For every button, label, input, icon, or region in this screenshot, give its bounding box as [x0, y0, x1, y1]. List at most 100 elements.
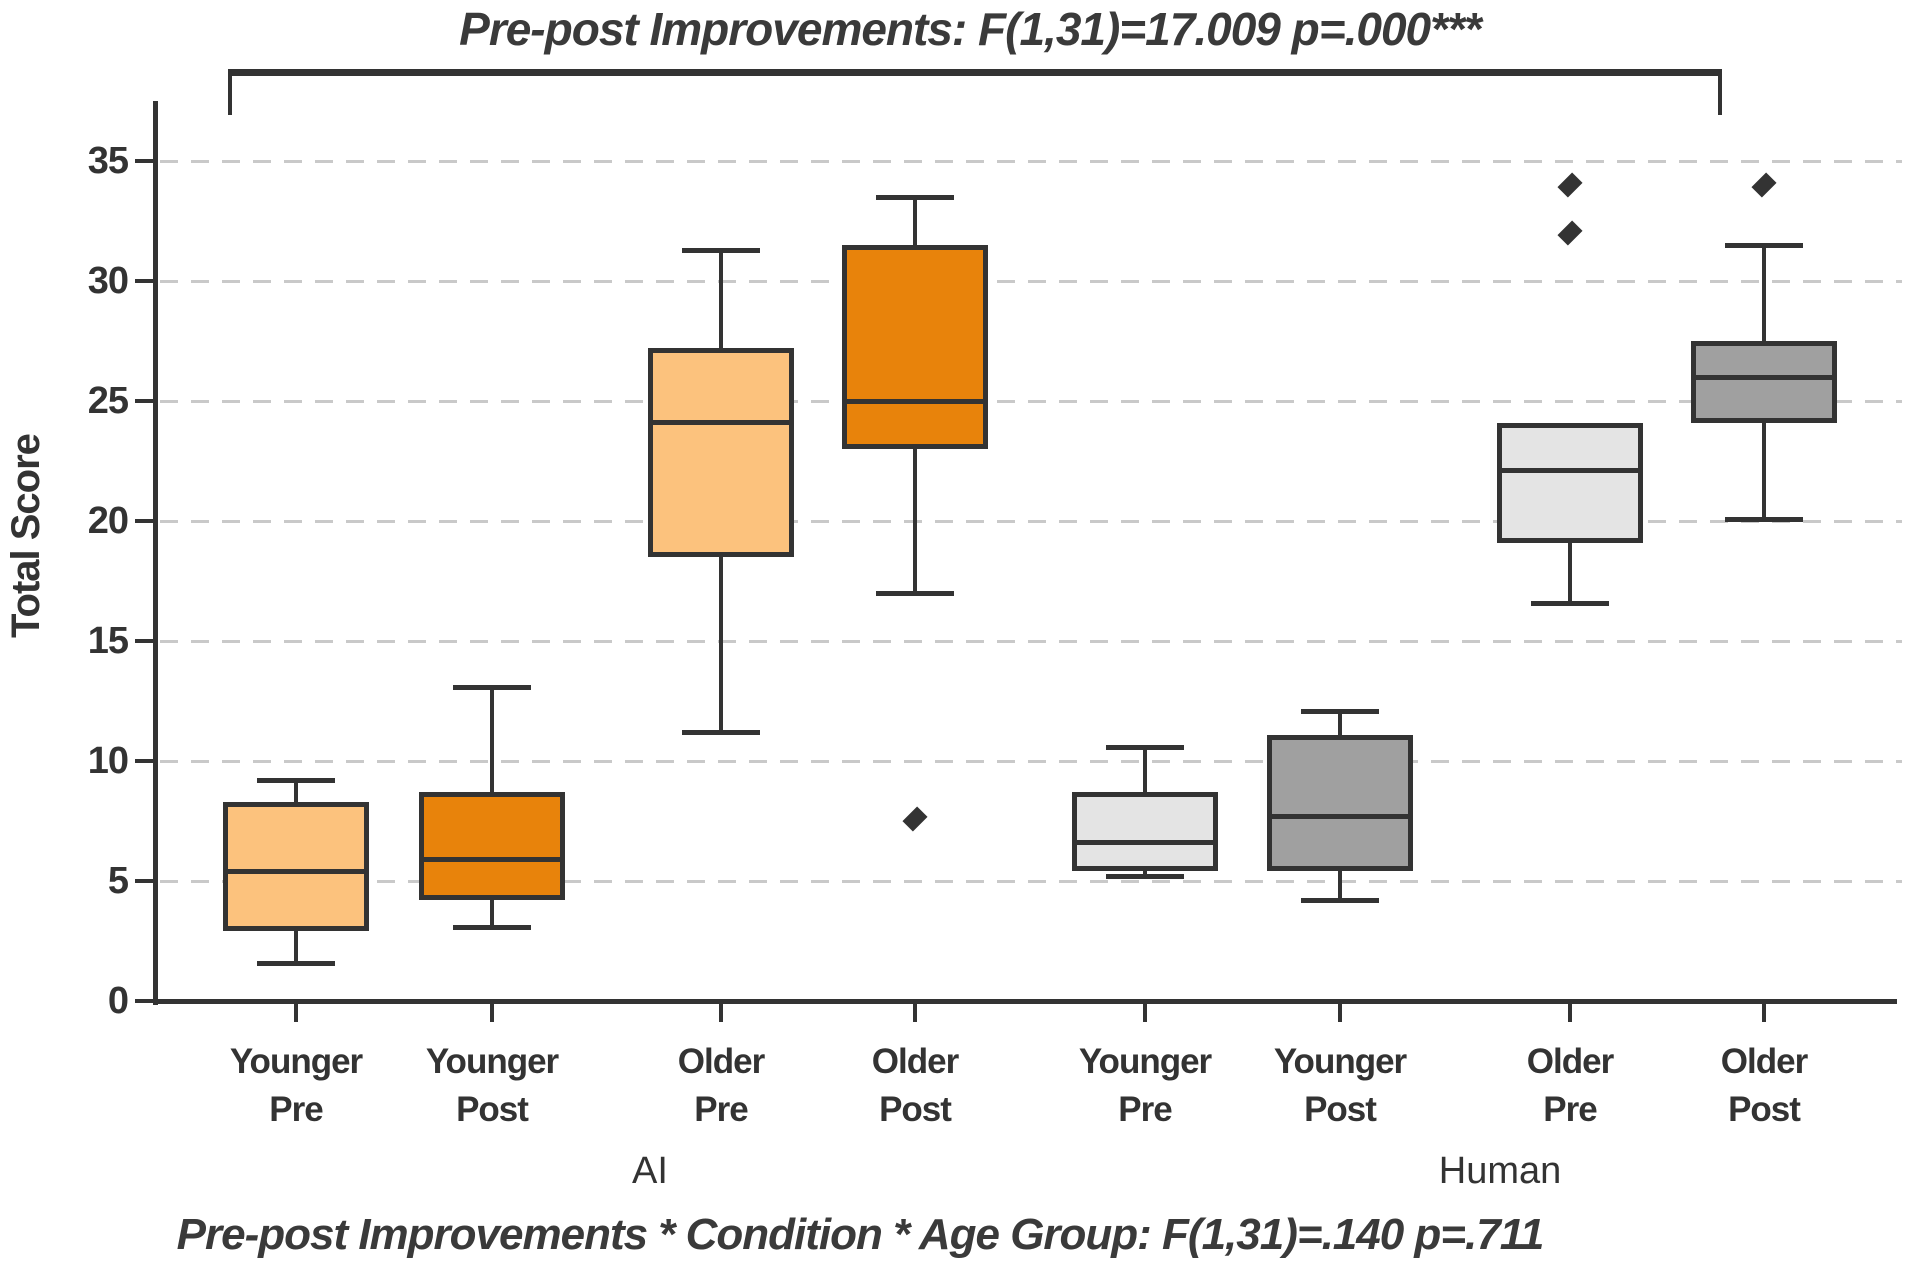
median-line [1497, 468, 1643, 474]
y-tick-label: 35 [87, 140, 129, 182]
lower-whisker-line [1762, 422, 1766, 519]
group-label-human: Human [1438, 1150, 1562, 1192]
y-tick-label: 15 [87, 620, 129, 662]
x-tick-label: Younger [1078, 1042, 1212, 1081]
lower-whisker-cap [1301, 898, 1379, 904]
y-tick [135, 159, 153, 163]
lower-whisker-line [719, 557, 723, 733]
box-ai-younger-post [419, 792, 565, 901]
median-line [1072, 840, 1218, 846]
box-human-younger-pre [1072, 792, 1218, 872]
lower-whisker-cap [257, 960, 335, 966]
lower-whisker-line [1338, 871, 1342, 901]
y-tick [135, 759, 153, 763]
x-tick-label: Older [677, 1042, 765, 1081]
box-ai-older-post [842, 245, 988, 449]
y-tick-label: 20 [87, 500, 129, 542]
box-ai-younger-pre [223, 801, 369, 932]
y-tick [135, 639, 153, 643]
group-label-ai: AI [632, 1150, 668, 1192]
significance-bracket-right-end [1718, 69, 1722, 115]
lower-whisker-cap [1106, 874, 1184, 880]
lower-whisker-line [490, 900, 494, 927]
y-tick [135, 279, 153, 283]
upper-whisker-line [1762, 245, 1766, 341]
x-axis-spine [153, 999, 1897, 1004]
x-tick [913, 1004, 917, 1022]
outlier-diamond [1557, 220, 1583, 246]
x-tick [1143, 1004, 1147, 1022]
upper-whisker-cap [1725, 243, 1803, 248]
x-tick [1762, 1004, 1766, 1022]
box-human-older-pre [1497, 422, 1643, 543]
y-tick-label: 0 [107, 980, 129, 1022]
x-tick-label: Post [1304, 1090, 1377, 1129]
median-line [1267, 813, 1413, 819]
median-line [419, 856, 565, 862]
upper-whisker-cap [1106, 744, 1184, 750]
upper-whisker-cap [257, 778, 335, 784]
x-tick-label: Pre [269, 1090, 323, 1129]
y-tick-label: 25 [87, 380, 129, 422]
outlier-diamond [1557, 172, 1583, 198]
x-tick [1568, 1004, 1572, 1022]
upper-whisker-line [294, 780, 298, 802]
upper-whisker-line [1143, 746, 1147, 793]
upper-whisker-line [1338, 710, 1342, 735]
x-tick [490, 1004, 494, 1022]
y-tick [135, 879, 153, 883]
h-gridline [160, 760, 1902, 763]
lower-whisker-line [1568, 542, 1572, 603]
y-tick-label: 30 [87, 260, 129, 302]
upper-whisker-cap [1301, 708, 1379, 714]
chart-title: Pre-post Improvements: F(1,31)=17.009 p=… [459, 3, 1482, 55]
lower-whisker-cap [876, 591, 954, 596]
x-tick-label: Older [1526, 1042, 1614, 1081]
x-tick-label: Post [879, 1090, 952, 1129]
x-tick-label: Younger [1273, 1042, 1407, 1081]
x-tick [1338, 1004, 1342, 1022]
x-tick [294, 1004, 298, 1022]
h-gridline [160, 640, 1902, 643]
x-tick-label: Older [871, 1042, 959, 1081]
box-human-older-post [1691, 341, 1837, 423]
x-tick-label: Younger [229, 1042, 363, 1081]
y-tick-label: 5 [107, 860, 129, 902]
upper-whisker-line [719, 249, 723, 349]
x-tick-label: Pre [694, 1090, 748, 1129]
y-tick [135, 999, 153, 1003]
y-tick-label: 10 [87, 740, 129, 782]
h-gridline [160, 400, 1902, 403]
y-tick [135, 399, 153, 403]
box-human-younger-post [1267, 734, 1413, 872]
x-tick [719, 1004, 723, 1022]
y-tick [135, 519, 153, 523]
h-gridline [160, 520, 1902, 523]
lower-whisker-line [913, 449, 917, 593]
upper-whisker-line [490, 686, 494, 793]
median-line [842, 398, 988, 404]
lower-whisker-cap [453, 924, 531, 930]
significance-bracket-line [228, 69, 1722, 76]
upper-whisker-line [913, 197, 917, 245]
x-tick-label: Older [1720, 1042, 1808, 1081]
h-gridline [160, 280, 1902, 283]
lower-whisker-cap [682, 730, 760, 736]
median-line [648, 420, 794, 426]
h-gridline [160, 880, 1902, 883]
box-ai-older-pre [648, 348, 794, 557]
lower-whisker-line [1143, 871, 1147, 877]
upper-whisker-cap [682, 247, 760, 253]
significance-bracket-left-end [228, 69, 232, 115]
x-tick-label: Pre [1543, 1090, 1597, 1129]
x-tick-label: Post [456, 1090, 529, 1129]
h-gridline [160, 160, 1902, 163]
median-line [223, 868, 369, 874]
x-tick-label: Pre [1118, 1090, 1172, 1129]
median-line [1691, 374, 1837, 380]
lower-whisker-cap [1531, 600, 1609, 606]
lower-whisker-cap [1725, 516, 1803, 522]
bottom-annotation: Pre-post Improvements * Condition * Age … [176, 1210, 1545, 1259]
y-axis-spine [153, 101, 158, 1005]
